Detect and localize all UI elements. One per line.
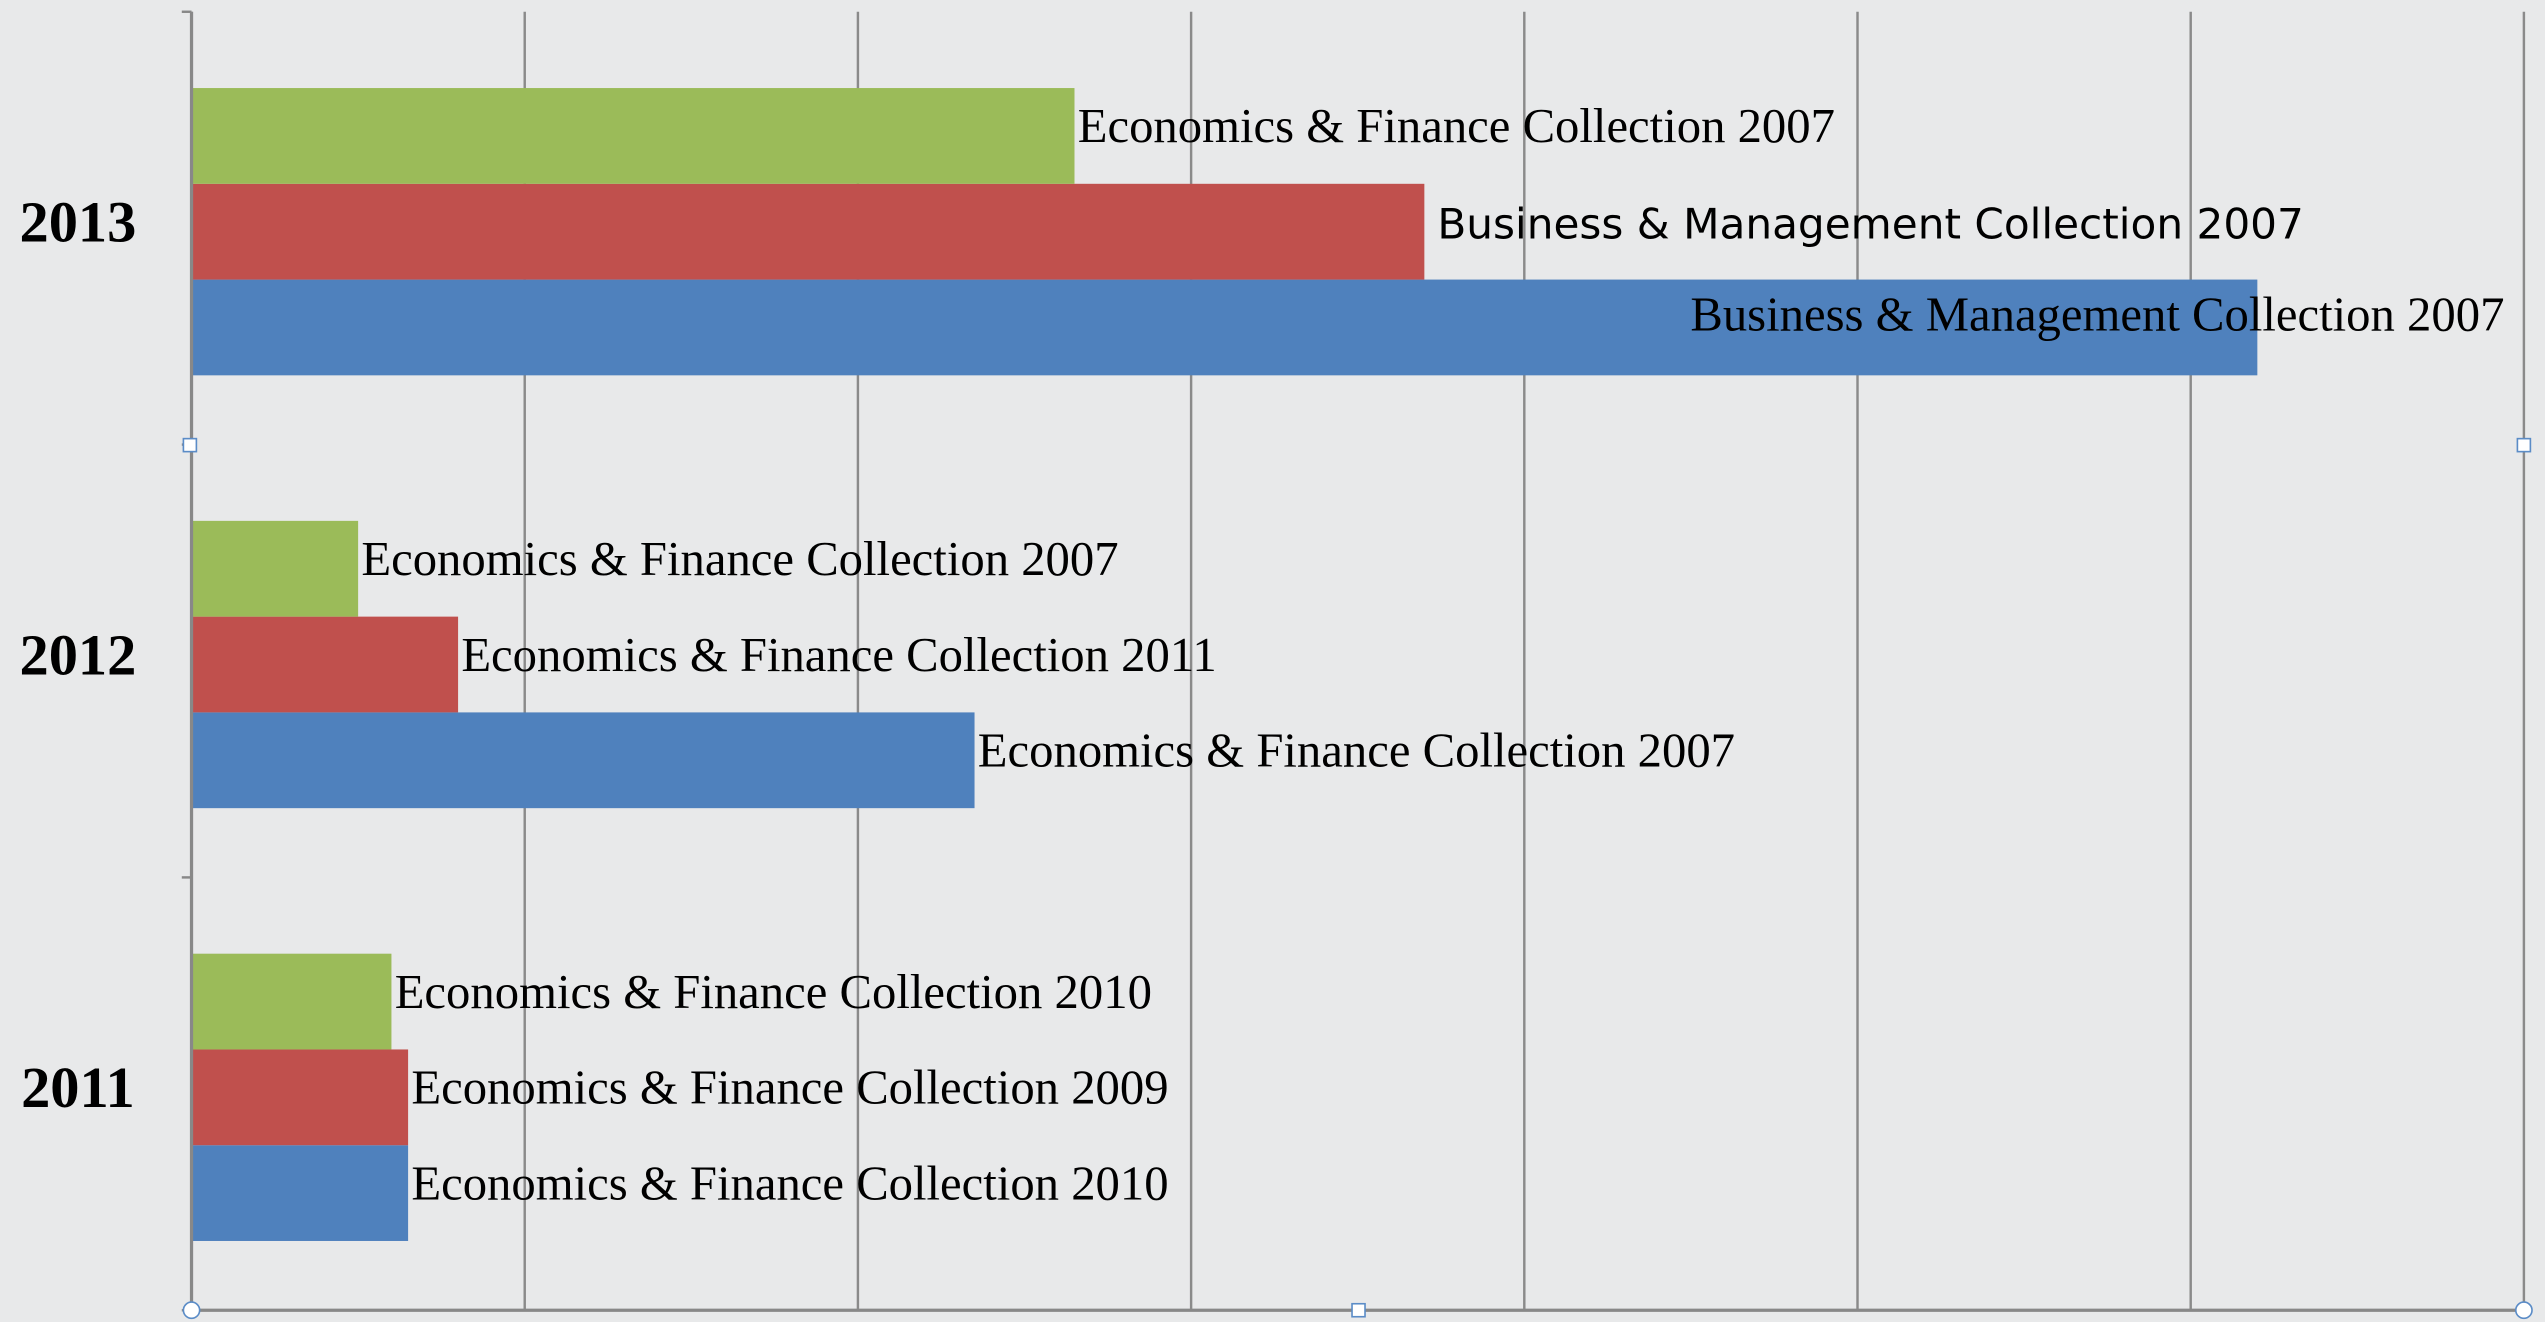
data-label: Economics & Finance Collection 2011	[461, 628, 1216, 682]
data-label: Economics & Finance Collection 2007	[1078, 99, 1835, 153]
data-label: Business & Management Collection 2007	[1437, 199, 2304, 248]
category-label: 2013	[19, 190, 136, 255]
bar	[191, 183, 1425, 280]
data-label: Economics & Finance Collection 2007	[361, 532, 1118, 586]
data-label: Business & Management Collection 2007	[1690, 288, 2504, 342]
bar	[191, 616, 459, 713]
selection-handle[interactable]	[182, 437, 198, 453]
data-label: Economics & Finance Collection 2007	[978, 724, 1735, 778]
category-label: 2011	[21, 1055, 135, 1120]
bar	[191, 88, 1075, 184]
data-label: Economics & Finance Collection 2010	[411, 1156, 1168, 1210]
bar	[191, 953, 392, 1050]
bar	[191, 520, 359, 617]
category-label: 2012	[19, 622, 136, 687]
selection-handle[interactable]	[2516, 437, 2532, 453]
selection-handle[interactable]	[1351, 1302, 1366, 1318]
bar	[191, 279, 2258, 376]
data-label: Economics & Finance Collection 2010	[395, 965, 1152, 1019]
bar	[191, 712, 975, 809]
bar	[191, 1049, 409, 1146]
selection-handle[interactable]	[182, 1301, 201, 1320]
selection-handle[interactable]	[2514, 1301, 2533, 1320]
data-label: Economics & Finance Collection 2009	[411, 1061, 1168, 1115]
bar	[191, 1145, 409, 1241]
